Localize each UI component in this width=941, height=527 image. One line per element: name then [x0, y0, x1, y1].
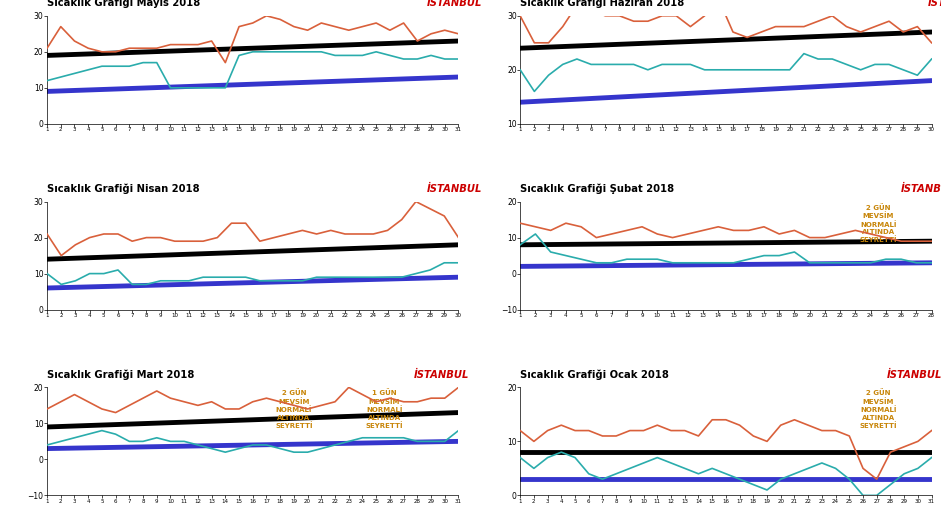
Text: 2 GÜN
MEVSİM
NORMALİ
ALTINDA
SEYRETTİ: 2 GÜN MEVSİM NORMALİ ALTINDA SEYRETTİ [859, 389, 897, 429]
Text: İSTANBUL: İSTANBUL [901, 184, 941, 194]
Text: İSTANBUL: İSTANBUL [427, 184, 483, 194]
Text: İSTANBUL: İSTANBUL [886, 370, 941, 380]
Text: İSTANBUL: İSTANBUL [928, 0, 941, 8]
Text: İSTANBUL: İSTANBUL [427, 0, 483, 8]
Text: 1 GÜN
MEVSİM
NORMALİ
ALTINDA
SEYRETTİ: 1 GÜN MEVSİM NORMALİ ALTINDA SEYRETTİ [366, 389, 403, 429]
Text: Sıcaklık Grafiği Mayıs 2018: Sıcaklık Grafiği Mayıs 2018 [47, 0, 204, 8]
Text: Sıcaklık Grafiği Ocak 2018: Sıcaklık Grafiği Ocak 2018 [520, 369, 673, 380]
Text: 2 GÜN
MEVSİM
NORMALİ
ALTINDA
SEYRETTİ: 2 GÜN MEVSİM NORMALİ ALTINDA SEYRETTİ [859, 204, 897, 243]
Text: Sıcaklık Grafiği Nisan 2018: Sıcaklık Grafiği Nisan 2018 [47, 183, 203, 194]
Text: İSTANBUL: İSTANBUL [414, 370, 469, 380]
Text: 2 GÜN
MEVSİM
NORMALİ
ALTINDA
SEYRETTİ: 2 GÜN MEVSİM NORMALİ ALTINDA SEYRETTİ [275, 389, 312, 429]
Text: Sıcaklık Grafiği Haziran 2018: Sıcaklık Grafiği Haziran 2018 [520, 0, 688, 8]
Text: Sıcaklık Grafiği Şubat 2018: Sıcaklık Grafiği Şubat 2018 [520, 183, 678, 194]
Text: Sıcaklık Grafiği Mart 2018: Sıcaklık Grafiği Mart 2018 [47, 369, 198, 380]
